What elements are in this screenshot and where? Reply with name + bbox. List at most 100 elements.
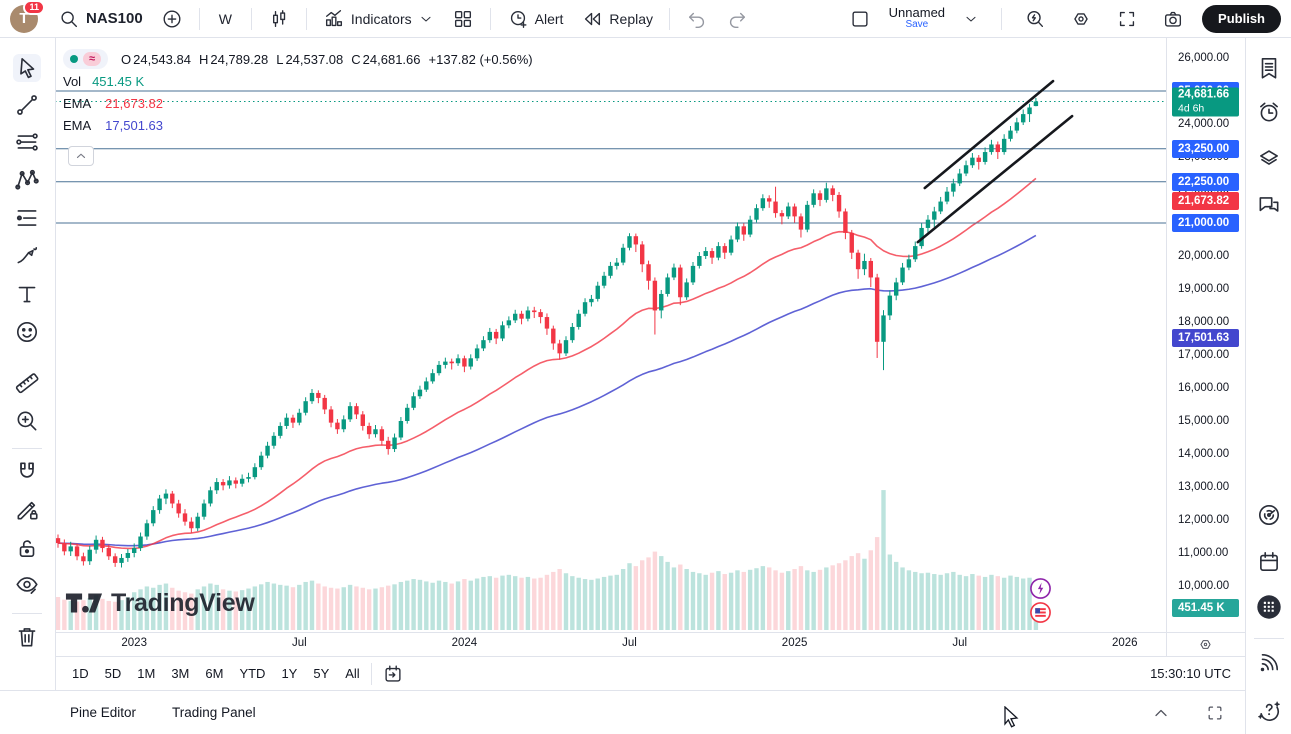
- time-axis[interactable]: 2023 Jul 2024 Jul 2025 Jul 2026: [55, 632, 1166, 657]
- tool-magnet-icon[interactable]: [13, 458, 41, 486]
- volume-bar: [589, 579, 594, 630]
- range-3m-button[interactable]: 3M: [164, 662, 196, 685]
- save-link[interactable]: Save: [905, 19, 929, 31]
- candle-body: [455, 358, 461, 364]
- symbol-search-button[interactable]: NAS100: [52, 4, 149, 34]
- range-5y-button[interactable]: 5Y: [306, 662, 336, 685]
- range-1m-button[interactable]: 1M: [130, 662, 162, 685]
- sidebar-chat-icon[interactable]: [1255, 191, 1283, 219]
- price-chart-canvas[interactable]: [55, 38, 1166, 632]
- volume-bar: [220, 589, 226, 630]
- pine-editor-tab[interactable]: Pine Editor: [70, 705, 137, 720]
- tool-emoji-icon[interactable]: [13, 318, 41, 346]
- settings-button[interactable]: [1064, 4, 1098, 34]
- us-flag-event-icon[interactable]: [1029, 601, 1052, 624]
- fullscreen-icon: [1116, 8, 1138, 30]
- chart-style-button[interactable]: [262, 4, 296, 34]
- change-value: +137.82 (+0.56%): [428, 51, 533, 67]
- volume-bar: [341, 587, 346, 630]
- candle-body: [989, 144, 994, 153]
- layout-name-button[interactable]: Unnamed Save: [889, 6, 945, 30]
- axis-settings-corner[interactable]: [1166, 632, 1245, 656]
- candle-body: [938, 201, 943, 212]
- volume-bar: [665, 561, 670, 630]
- candle-body: [1027, 107, 1032, 115]
- range-6m-button[interactable]: 6M: [198, 662, 230, 685]
- divider: [1001, 7, 1003, 30]
- tool-trend-line-icon[interactable]: [13, 91, 41, 119]
- tool-cursor-icon[interactable]: [13, 54, 41, 82]
- candle-body: [525, 310, 531, 319]
- candle-body: [195, 516, 200, 529]
- compare-add-symbol-button[interactable]: [155, 4, 189, 34]
- range-1y-button[interactable]: 1Y: [274, 662, 304, 685]
- tool-lock-all-icon[interactable]: [13, 534, 41, 562]
- tool-zoom-in-icon[interactable]: [13, 407, 41, 435]
- replay-button[interactable]: Replay: [575, 4, 659, 34]
- sidebar-calendar-icon[interactable]: [1255, 548, 1283, 576]
- layout-menu-chevron[interactable]: [957, 7, 985, 31]
- candle-body: [824, 188, 829, 200]
- lightning-event-icon[interactable]: [1029, 577, 1052, 600]
- volume-bar: [601, 576, 607, 630]
- volume-bar: [614, 574, 619, 630]
- fullscreen-button[interactable]: [1110, 4, 1144, 34]
- range-5d-button[interactable]: 5D: [98, 662, 129, 685]
- user-avatar[interactable]: T 11: [10, 0, 45, 33]
- symbol-legend-row[interactable]: ≈ O 24,543.84 H 24,789.28 L 24,537.08 C 24,6…: [63, 48, 533, 70]
- interval-button[interactable]: W: [210, 7, 241, 31]
- go-to-date-button[interactable]: [382, 663, 404, 685]
- volume-legend-row[interactable]: Vol 451.45 K: [63, 70, 533, 92]
- undo-button[interactable]: [680, 4, 714, 34]
- sidebar-help-sparkle-icon[interactable]: [1255, 696, 1283, 724]
- sidebar-alerts-clock-icon[interactable]: [1255, 98, 1283, 126]
- tool-parallel-lines-icon[interactable]: [13, 128, 41, 156]
- price-axis[interactable]: 26,000.0025,000.0024,000.0023,000.0022,0…: [1166, 38, 1246, 632]
- tool-fib-retracement-icon[interactable]: [13, 204, 41, 232]
- alert-button[interactable]: Alert: [501, 4, 570, 34]
- publish-button[interactable]: Publish: [1202, 4, 1281, 33]
- tool-draw-lock-icon[interactable]: [13, 496, 41, 524]
- indicators-button[interactable]: Indicators: [317, 4, 440, 34]
- layout-select-button[interactable]: [843, 4, 877, 34]
- candle-body: [74, 546, 80, 557]
- tool-text-icon[interactable]: [13, 280, 41, 308]
- channel-upper-line: [923, 79, 1055, 190]
- volume-bar: [551, 571, 556, 630]
- quick-search-button[interactable]: [1018, 4, 1052, 34]
- volume-price-badge: 451.45 K: [1172, 599, 1239, 618]
- legend-collapse-button[interactable]: [68, 146, 94, 166]
- panel-expand-button[interactable]: [1145, 699, 1177, 727]
- sidebar-object-tree-icon[interactable]: [1255, 143, 1283, 171]
- volume-bar: [716, 571, 721, 630]
- hexagon-settings-icon: [1200, 640, 1211, 649]
- tool-brush-icon[interactable]: [13, 242, 41, 270]
- candle-body: [786, 206, 791, 217]
- snapshot-button[interactable]: [1156, 4, 1190, 34]
- sidebar-apps-grid-icon[interactable]: [1255, 593, 1283, 621]
- indicator-templates-button[interactable]: [446, 4, 480, 34]
- sidebar-radar-icon[interactable]: [1255, 501, 1283, 529]
- redo-button[interactable]: [720, 4, 754, 34]
- tool-hide-drawings-icon[interactable]: [13, 571, 41, 599]
- ema-fast-legend-row[interactable]: EMA 21,673.82: [63, 92, 533, 114]
- sidebar-broadcast-icon[interactable]: [1255, 649, 1283, 677]
- candle-body: [582, 302, 588, 314]
- volume-bar: [963, 576, 969, 630]
- ema-slow-legend-row[interactable]: EMA 17,501.63: [63, 114, 533, 136]
- server-clock[interactable]: 15:30:10 UTC: [1150, 666, 1231, 681]
- panel-maximize-button[interactable]: [1199, 699, 1231, 727]
- tool-ruler-icon[interactable]: [13, 369, 41, 397]
- data-source-pill[interactable]: ≈: [63, 49, 108, 69]
- range-1d-button[interactable]: 1D: [65, 662, 96, 685]
- range-all-button[interactable]: All: [338, 662, 366, 685]
- candle-body: [398, 421, 404, 438]
- trading-panel-tab[interactable]: Trading Panel: [172, 705, 256, 720]
- range-ytd-button[interactable]: YTD: [232, 662, 272, 685]
- volume-bar: [525, 576, 531, 630]
- tool-remove-drawings-icon[interactable]: [13, 623, 41, 651]
- sidebar-watchlist-icon[interactable]: [1255, 54, 1283, 82]
- tool-xabcd-pattern-icon[interactable]: [13, 166, 41, 194]
- volume-bar: [125, 597, 131, 630]
- candle-body: [436, 364, 442, 374]
